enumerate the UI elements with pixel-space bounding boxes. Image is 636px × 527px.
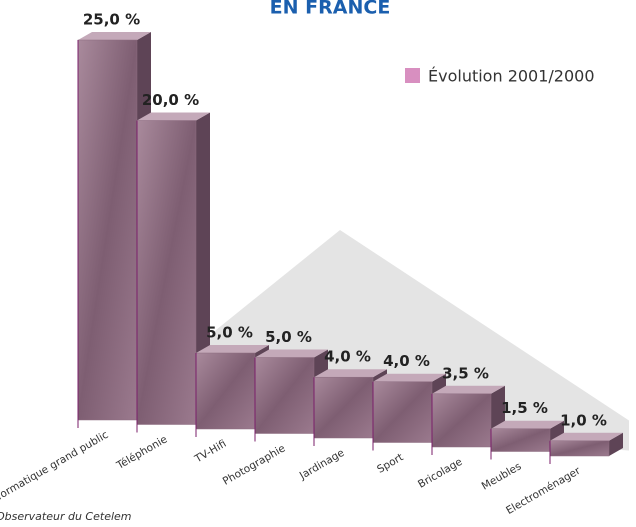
x-tick-label: TV-Hifi: [192, 438, 228, 466]
bar-top: [78, 32, 151, 40]
legend-swatch: [405, 68, 420, 83]
bar: [313, 376, 374, 439]
bar-side: [609, 432, 623, 456]
value-label: 4,0 %: [383, 352, 430, 370]
value-label: 4,0 %: [324, 348, 371, 366]
legend-label: Évolution 2001/2000: [428, 67, 595, 86]
x-tick-label: Meubles: [480, 460, 524, 492]
x-tick-label: Photographie: [221, 442, 288, 487]
value-label: 1,0 %: [560, 411, 607, 429]
source: Observateur du Cetelem: [0, 510, 132, 523]
bar: [195, 352, 256, 430]
chart-title: EN FRANCE: [270, 0, 391, 19]
bar: [549, 440, 610, 457]
bar-top: [373, 373, 446, 382]
bar-top: [432, 385, 505, 394]
x-tick-label: Sport: [375, 451, 405, 475]
value-label: 20,0 %: [142, 91, 199, 109]
bar-top: [550, 432, 623, 441]
bar: [490, 428, 551, 452]
bar: [254, 357, 315, 434]
bar: [136, 120, 197, 425]
bar-top: [137, 112, 210, 121]
bar: [372, 381, 433, 443]
value-label: 25,0 %: [83, 11, 140, 29]
bar-top: [255, 349, 328, 358]
bar-top: [491, 420, 564, 429]
bar: [77, 39, 138, 421]
bar-top: [314, 369, 387, 378]
value-label: 5,0 %: [265, 328, 312, 346]
x-tick-label: Bricolage: [416, 456, 465, 491]
bar-side: [196, 112, 210, 425]
value-label: 3,5 %: [442, 364, 489, 382]
bar: [431, 393, 492, 448]
x-tick-label: Téléphonie: [114, 433, 170, 472]
bar-top: [196, 345, 269, 353]
value-label: 5,0 %: [206, 324, 253, 342]
value-label: 1,5 %: [501, 399, 548, 417]
x-tick-label: Jardinage: [297, 447, 347, 483]
